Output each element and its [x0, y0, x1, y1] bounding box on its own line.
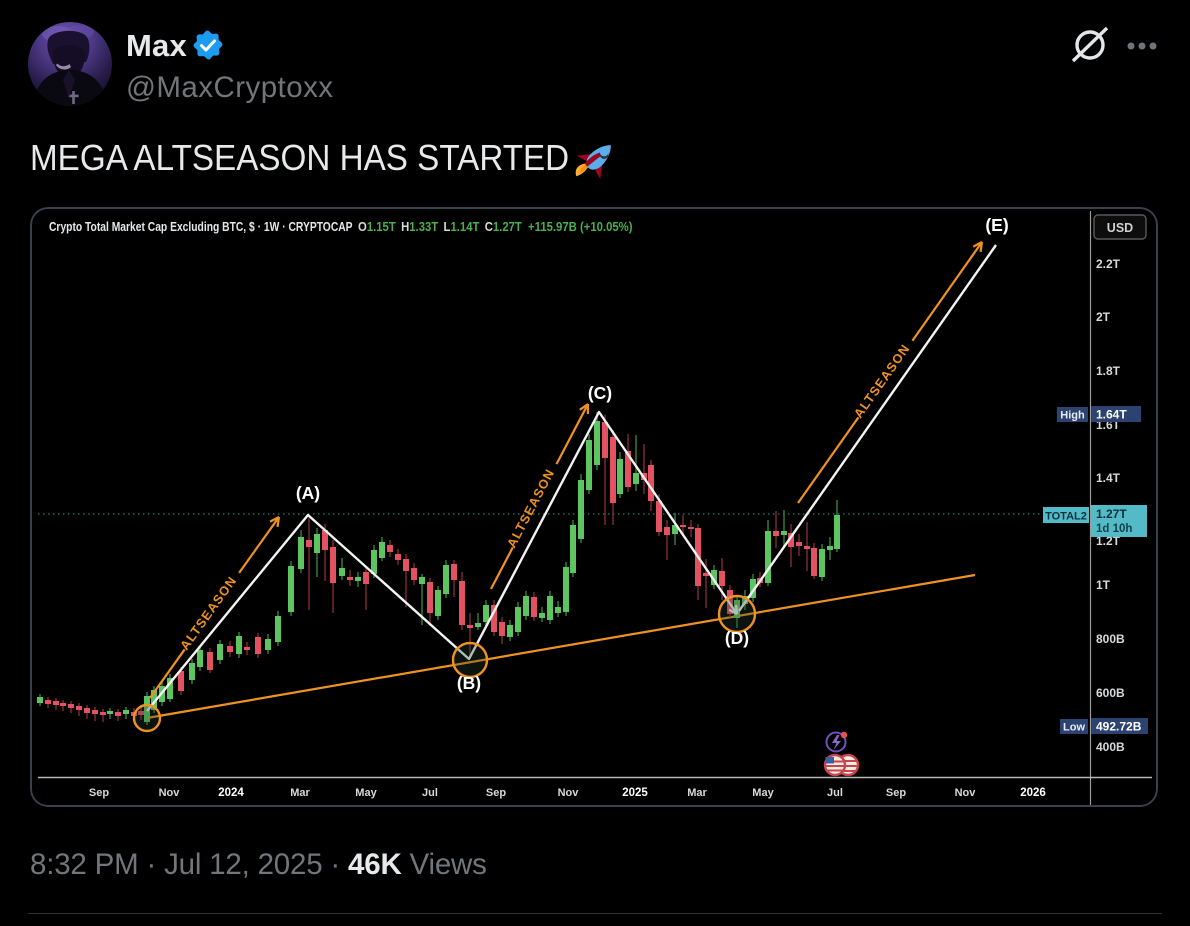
svg-text:TOTAL2: TOTAL2 [1045, 511, 1087, 523]
svg-text:2024: 2024 [218, 787, 244, 799]
svg-text:(C): (C) [588, 383, 612, 403]
svg-text:1T: 1T [1096, 578, 1111, 592]
svg-text:492.72B: 492.72B [1096, 720, 1142, 734]
svg-text:High: High [1060, 410, 1085, 422]
svg-text:USD: USD [1107, 221, 1133, 235]
svg-text:May: May [752, 787, 774, 799]
svg-text:Sep: Sep [486, 787, 506, 799]
svg-text:(A): (A) [296, 483, 320, 503]
svg-text:Sep: Sep [89, 787, 109, 799]
svg-text:(B): (B) [457, 673, 481, 693]
svg-text:1.2T: 1.2T [1096, 534, 1121, 548]
svg-text:2025: 2025 [622, 787, 648, 799]
svg-text:2.2T: 2.2T [1096, 257, 1121, 271]
svg-text:Low: Low [1063, 722, 1085, 734]
svg-text:1.8T: 1.8T [1096, 364, 1121, 378]
svg-text:2026: 2026 [1020, 787, 1046, 799]
svg-text:800B: 800B [1096, 632, 1125, 646]
svg-text:Sep: Sep [886, 787, 906, 799]
svg-text:2T: 2T [1096, 310, 1111, 324]
svg-text:1d 10h: 1d 10h [1096, 523, 1132, 535]
svg-text:1.4T: 1.4T [1096, 471, 1121, 485]
svg-text:Jul: Jul [827, 787, 843, 799]
svg-text:Nov: Nov [558, 787, 580, 799]
svg-text:1.27T: 1.27T [1096, 507, 1127, 521]
svg-text:400B: 400B [1096, 740, 1125, 754]
svg-text:600B: 600B [1096, 686, 1125, 700]
svg-text:Jul: Jul [422, 787, 438, 799]
svg-text:Mar: Mar [687, 787, 707, 799]
svg-text:May: May [355, 787, 377, 799]
svg-text:1.64T: 1.64T [1096, 408, 1127, 422]
svg-text:(E): (E) [985, 215, 1008, 235]
svg-text:Crypto Total Market Cap Exclud: Crypto Total Market Cap Excluding BTC, $… [49, 220, 353, 234]
svg-text:(D): (D) [725, 628, 749, 648]
svg-text:ALTSEASON: ALTSEASON [177, 573, 240, 653]
svg-text:Mar: Mar [290, 787, 310, 799]
svg-text:Nov: Nov [955, 787, 977, 799]
svg-text:Nov: Nov [159, 787, 181, 799]
